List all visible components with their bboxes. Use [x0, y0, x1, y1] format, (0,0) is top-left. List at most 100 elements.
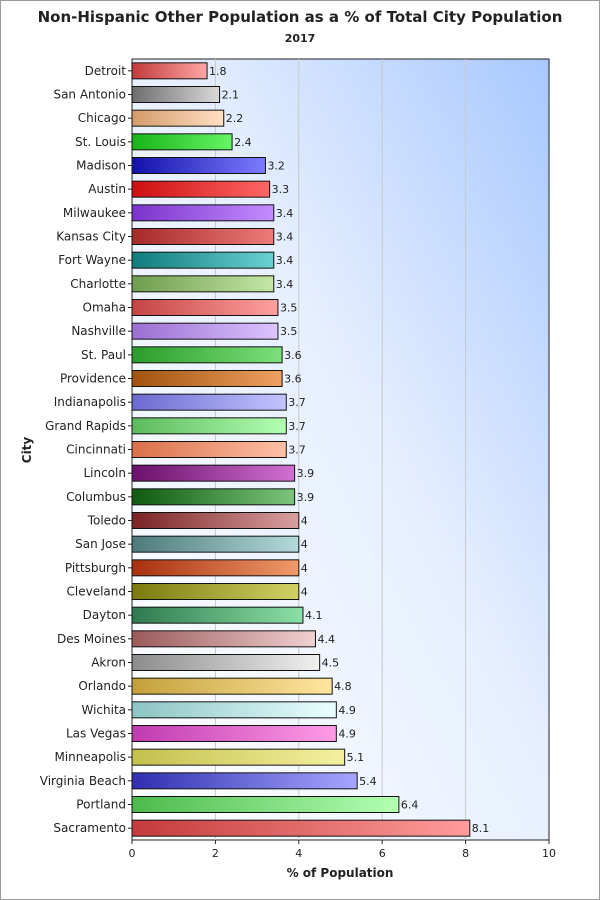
data-label: 3.5 — [280, 302, 298, 315]
bar — [131, 677, 333, 695]
y-tick-label: Wichita — [81, 703, 126, 717]
data-label: 2.2 — [226, 112, 244, 125]
y-tick-label: St. Louis — [75, 135, 126, 149]
bar — [131, 109, 225, 127]
y-tick-label: Orlando — [78, 679, 126, 693]
data-label: 3.7 — [288, 396, 306, 409]
y-tick-label: Charlotte — [70, 277, 126, 291]
data-label: 3.4 — [276, 231, 294, 244]
bar — [131, 133, 233, 151]
data-label: 4 — [301, 538, 308, 551]
bar — [131, 512, 300, 529]
y-tick-label: Portland — [76, 798, 126, 812]
data-label: 4 — [301, 586, 308, 599]
bar — [131, 464, 296, 482]
y-tick-label: Akron — [91, 656, 126, 670]
y-tick-label: Fort Wayne — [58, 253, 126, 267]
data-label: 2.4 — [234, 136, 252, 149]
y-tick-label: Grand Rapids — [45, 419, 126, 433]
y-tick-label: Minneapolis — [54, 750, 126, 764]
data-label: 3.9 — [297, 491, 315, 504]
bar — [131, 393, 287, 411]
data-label: 4.9 — [338, 704, 356, 717]
bar — [131, 654, 321, 671]
y-tick-label: Lincoln — [83, 466, 126, 480]
data-label: 3.4 — [276, 254, 294, 267]
x-tick-label: 8 — [462, 847, 469, 860]
bar — [131, 441, 287, 458]
y-axis-label: City — [20, 437, 34, 464]
data-label: 8.1 — [472, 822, 490, 835]
data-label: 3.7 — [288, 420, 306, 433]
bar — [131, 701, 337, 719]
data-label: 4.9 — [338, 728, 356, 741]
data-label: 4 — [301, 562, 308, 575]
bar — [131, 606, 304, 624]
bar — [131, 559, 300, 577]
data-label: 3.4 — [276, 278, 294, 291]
y-tick-label: Dayton — [83, 608, 126, 622]
y-tick-label: Cincinnati — [66, 443, 126, 457]
bar — [131, 86, 221, 103]
data-label: 3.5 — [280, 325, 298, 338]
data-label: 3.4 — [276, 207, 294, 220]
data-label: 3.6 — [284, 349, 302, 362]
bar — [131, 819, 471, 837]
y-tick-label: Chicago — [78, 111, 126, 125]
chart-title: Non-Hispanic Other Population as a % of … — [37, 8, 563, 26]
data-label: 2.1 — [222, 89, 240, 102]
data-label: 4.4 — [317, 633, 335, 646]
y-tick-label: Nashville — [71, 324, 126, 338]
bar — [131, 228, 275, 245]
bar — [131, 346, 283, 364]
y-tick-label: Kansas City — [56, 230, 126, 244]
bar — [131, 725, 337, 742]
y-tick-label: San Antonio — [53, 88, 126, 102]
x-tick-label: 4 — [295, 847, 302, 860]
y-tick-label: Columbus — [66, 490, 126, 504]
y-tick-label: St. Paul — [81, 348, 126, 362]
x-tick-label: 0 — [129, 847, 136, 860]
bar — [131, 583, 300, 600]
bar — [131, 275, 275, 293]
x-axis: 0 2 4 6 8 10 — [129, 840, 556, 860]
y-tick-label: Milwaukee — [63, 206, 126, 220]
bar — [131, 370, 283, 387]
x-tick-label: 6 — [379, 847, 386, 860]
data-label: 3.9 — [297, 467, 315, 480]
y-tick-label: Virginia Beach — [40, 774, 126, 788]
bar — [131, 417, 287, 435]
y-tick-label: Omaha — [83, 301, 126, 315]
bar — [131, 630, 316, 648]
data-label: 4.1 — [305, 609, 323, 622]
bar — [131, 772, 358, 790]
y-tick-label: Providence — [60, 372, 126, 386]
bar — [131, 157, 266, 174]
y-tick-label: Madison — [76, 159, 126, 173]
bar — [131, 535, 300, 553]
bar — [131, 251, 275, 269]
y-tick-label: San Jose — [75, 537, 126, 551]
y-tick-label: Austin — [88, 182, 126, 196]
bar — [131, 488, 296, 506]
y-tick-label: Sacramento — [53, 821, 126, 835]
x-axis-label: % of Population — [287, 866, 394, 880]
data-label: 4.8 — [334, 680, 352, 693]
y-tick-label: Pittsburgh — [65, 561, 126, 575]
x-tick-label: 2 — [212, 847, 219, 860]
bar — [131, 796, 400, 813]
data-label: 3.6 — [284, 373, 302, 386]
data-label: 3.7 — [288, 444, 306, 457]
data-label: 3.2 — [267, 160, 285, 173]
bar — [131, 322, 279, 340]
bars: Detroit 1.8 San Antonio 2.1 Chicago 2.2 St. Lo… — [40, 62, 490, 837]
y-tick-label: Las Vegas — [66, 727, 126, 741]
bar — [131, 748, 346, 766]
x-tick-label: 10 — [542, 847, 556, 860]
y-tick-label: Detroit — [85, 64, 127, 78]
bar — [131, 62, 208, 80]
chart-subtitle: 2017 — [284, 32, 316, 45]
data-label: 5.4 — [359, 775, 377, 788]
data-label: 5.1 — [347, 751, 365, 764]
